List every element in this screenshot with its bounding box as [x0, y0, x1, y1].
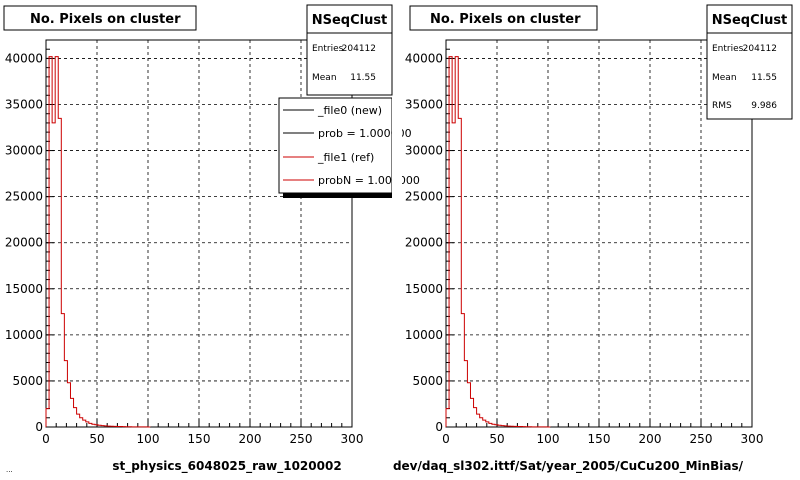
- right-y-axis: 0 5000 10000 15000 20000 25000 30000 35000 40000: [405, 39, 454, 434]
- y-tick-label: 5000: [12, 374, 43, 388]
- y-tick-label: 35000: [405, 98, 443, 112]
- right-histogram-panel: No. Pixels on cluster 0 5000 10000 15000 200…: [393, 4, 793, 474]
- y-tick-label: 20000: [5, 236, 43, 250]
- x-tick-label: 150: [588, 432, 611, 446]
- right-stats-entries-value: 204112: [743, 44, 777, 54]
- left-title-box: [3, 5, 197, 31]
- y-tick-label: 0: [35, 420, 43, 434]
- right-stats-box: NSeqClust Entries 204112 Mean 11.55 RMS …: [706, 4, 793, 120]
- left-stats-entries-label: Entries: [312, 44, 344, 54]
- x-tick-label: 0: [42, 432, 50, 446]
- y-tick-label: 0: [435, 420, 443, 434]
- left-stats-mean-value: 11.55: [350, 73, 376, 83]
- right-stats-entries-label: Entries: [712, 44, 744, 54]
- left-x-axis: 0 50 100 150 200 250 300: [42, 419, 363, 446]
- y-tick-label: 30000: [5, 144, 43, 158]
- x-tick-label: 50: [89, 432, 104, 446]
- x-tick-label: 200: [239, 432, 262, 446]
- right-x-axis: 0 50 100 150 200 250 300: [442, 419, 763, 446]
- y-tick-label: 10000: [5, 328, 43, 342]
- x-tick-label: 50: [489, 432, 504, 446]
- y-tick-label: 30000: [405, 144, 443, 158]
- legend-label-probn: probN = 1.000000: [318, 174, 420, 187]
- right-stats-title: NSeqClust: [712, 13, 788, 28]
- x-tick-label: 0: [442, 432, 450, 446]
- left-x-axis-label: st_physics_6048025_raw_1020002: [112, 459, 341, 474]
- y-tick-label: 15000: [405, 282, 443, 296]
- y-tick-label: 10000: [405, 328, 443, 342]
- x-tick-label: 100: [537, 432, 560, 446]
- legend-label-file1-ref: _file1 (ref): [317, 151, 374, 164]
- left-footer-text: ...: [6, 466, 13, 474]
- legend-label-prob: prob = 1.000000: [318, 127, 412, 140]
- left-chart-title: No. Pixels on cluster: [30, 12, 181, 27]
- y-tick-label: 20000: [405, 236, 443, 250]
- y-tick-label: 15000: [5, 282, 43, 296]
- x-tick-label: 250: [690, 432, 713, 446]
- x-tick-label: 300: [741, 432, 764, 446]
- left-histogram-panel: No. Pixels on cluster 0 5000 10000 15000 200…: [3, 4, 420, 474]
- left-stats-box: NSeqClust Entries 204112 Mean 11.55: [306, 4, 393, 96]
- x-tick-label: 250: [290, 432, 313, 446]
- y-tick-label: 35000: [5, 98, 43, 112]
- x-tick-label: 300: [341, 432, 364, 446]
- left-stats-entries-value: 204112: [342, 44, 376, 54]
- left-histogram-series-ref: [45, 56, 151, 428]
- y-tick-label: 25000: [405, 190, 443, 204]
- legend-entry-file0-new: _file0 (new): [283, 104, 382, 117]
- right-histogram-series: [445, 56, 551, 428]
- right-chart-title: No. Pixels on cluster: [430, 12, 581, 27]
- right-grid: [446, 40, 752, 427]
- right-stats-mean-label: Mean: [712, 73, 737, 83]
- y-tick-label: 5000: [412, 374, 443, 388]
- right-stats-mean-value: 11.55: [751, 73, 777, 83]
- right-x-axis-label: dev/daq_sl302.ittf/Sat/year_2005/CuCu200…: [393, 459, 744, 474]
- left-y-axis: 0 5000 10000 15000 20000 25000 30000 35000 40000: [5, 39, 54, 434]
- legend-entry-file1-ref: _file1 (ref): [283, 151, 374, 164]
- x-tick-label: 200: [639, 432, 662, 446]
- y-tick-label: 40000: [405, 51, 443, 65]
- legend-label-file0-new: _file0 (new): [317, 104, 382, 117]
- left-legend: _file0 (new) prob = 1.000000 _file1 (ref…: [278, 96, 420, 200]
- right-stats-rms-label: RMS: [712, 101, 732, 111]
- left-stats-mean-label: Mean: [312, 73, 337, 83]
- right-title-box: [409, 5, 598, 31]
- y-tick-label: 25000: [5, 190, 43, 204]
- left-stats-title: NSeqClust: [312, 13, 388, 28]
- x-tick-label: 100: [137, 432, 160, 446]
- y-tick-label: 40000: [5, 51, 43, 65]
- legend-entry-prob: prob = 1.000000: [283, 127, 412, 140]
- right-stats-rms-value: 9.986: [751, 101, 777, 111]
- x-tick-label: 150: [188, 432, 211, 446]
